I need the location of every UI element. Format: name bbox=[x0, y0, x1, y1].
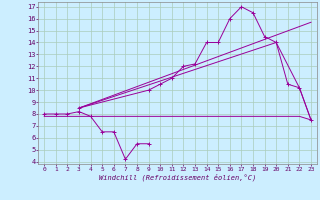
X-axis label: Windchill (Refroidissement éolien,°C): Windchill (Refroidissement éolien,°C) bbox=[99, 173, 256, 181]
